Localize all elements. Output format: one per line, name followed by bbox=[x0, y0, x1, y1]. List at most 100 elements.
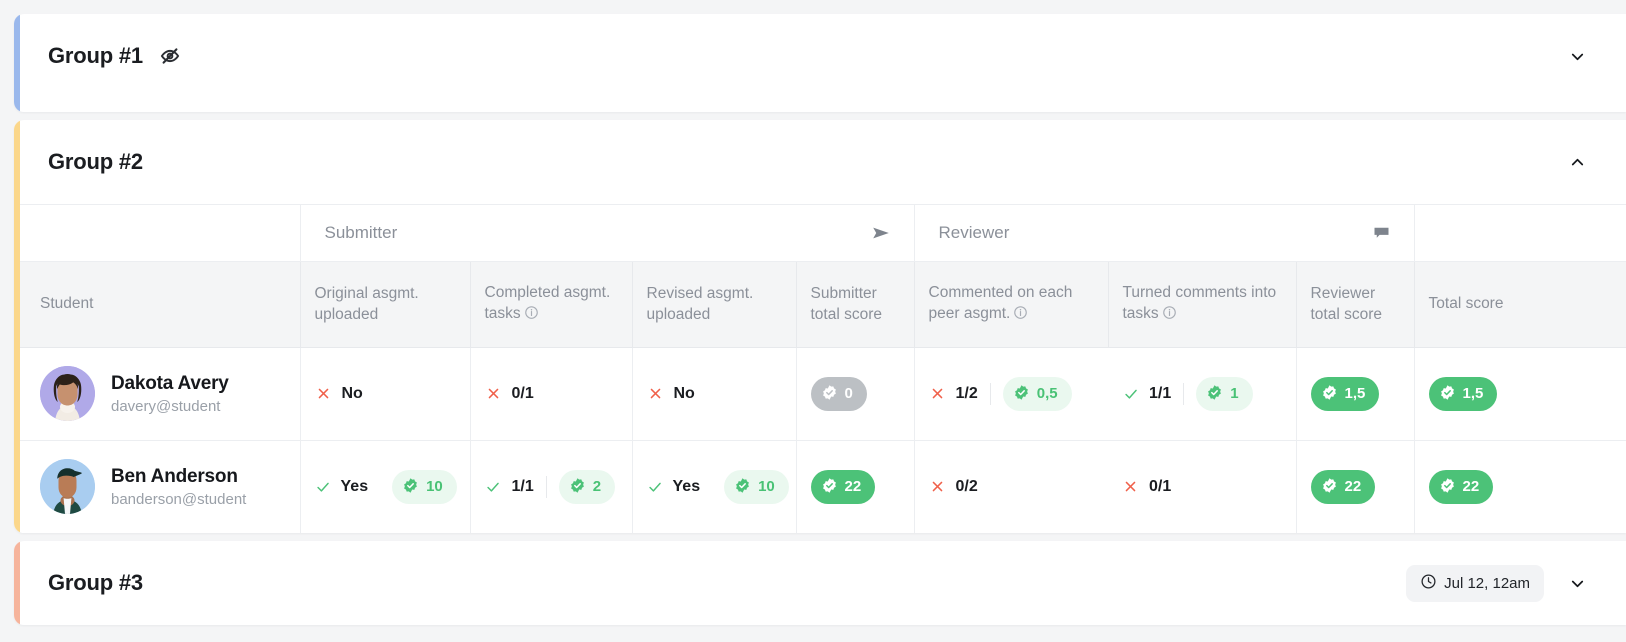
cell-student: Dakota Avery davery@student bbox=[14, 347, 300, 440]
student-email: davery@student bbox=[111, 397, 221, 415]
column-header-label: Total score bbox=[1428, 295, 1504, 313]
section-label: Reviewer bbox=[938, 222, 1010, 242]
cell-total-score: 22 bbox=[1413, 439, 1626, 533]
student-name: Ben Anderson bbox=[111, 465, 238, 487]
group-header-2[interactable]: Group #2 bbox=[14, 120, 1626, 204]
cell-reviewer-total: 22 bbox=[1295, 439, 1415, 533]
cell-total-score: 1,5 bbox=[1413, 347, 1626, 440]
column-header-label: Completed asgmt. tasks bbox=[484, 283, 611, 322]
group-toggle-chevron-1[interactable] bbox=[1564, 43, 1590, 69]
section-blank-right bbox=[1413, 205, 1626, 262]
score-badge: 1 bbox=[1196, 376, 1253, 411]
score-badge: 1,5 bbox=[1310, 376, 1380, 411]
cell-student: Ben Anderson banderson@student bbox=[14, 439, 300, 533]
cell-commented-peer: 1/2 0,5 bbox=[913, 347, 1108, 440]
section-label: Submitter bbox=[324, 222, 398, 242]
check-icon bbox=[647, 479, 663, 495]
score-value: 22 bbox=[1344, 478, 1362, 496]
group-accent-bar bbox=[14, 541, 20, 625]
section-reviewer: Reviewer bbox=[913, 205, 1415, 262]
group-toggle-chevron-2[interactable] bbox=[1564, 149, 1590, 175]
column-header-submitter-total: Submitter total score bbox=[795, 261, 914, 348]
cell-value: 1/1 bbox=[511, 477, 534, 495]
score-badge: 22 bbox=[1428, 469, 1494, 504]
check-icon bbox=[485, 479, 502, 495]
cell-value: 0/1 bbox=[511, 384, 534, 402]
cell-comments-into-tasks: 0/1 bbox=[1108, 439, 1296, 533]
table-header-row: Student Original asgmt. uploaded Complet… bbox=[14, 261, 1626, 348]
avatar bbox=[40, 459, 95, 515]
column-header-commented-peer: Commented on each peer asgmt. bbox=[913, 261, 1108, 348]
verified-icon bbox=[569, 477, 586, 497]
group-accent-bar bbox=[14, 14, 20, 112]
cell-revised-uploaded: Yes 10 bbox=[631, 439, 796, 533]
due-date-pill[interactable]: Jul 12, 12am bbox=[1406, 564, 1544, 602]
cell-reviewer-total: 1,5 bbox=[1295, 347, 1415, 440]
eye-off-icon bbox=[159, 45, 181, 67]
group-title: Group #1 bbox=[48, 43, 143, 68]
cross-icon bbox=[929, 386, 946, 401]
cell-submitter-total: 22 bbox=[795, 439, 914, 533]
verified-icon bbox=[402, 477, 419, 497]
score-value: 1,5 bbox=[1462, 385, 1484, 402]
score-value: 1 bbox=[1230, 385, 1239, 402]
score-value: 0,5 bbox=[1036, 385, 1058, 402]
info-icon[interactable] bbox=[1013, 305, 1028, 326]
cell-revised-uploaded: No bbox=[631, 347, 796, 440]
cell-value: 0/2 bbox=[955, 477, 978, 495]
column-header-original-uploaded: Original asgmt. uploaded bbox=[299, 261, 470, 348]
cell-submitter-total: 0 bbox=[795, 347, 914, 440]
cell-completed-tasks: 0/1 bbox=[469, 347, 632, 440]
column-header-student: Student bbox=[14, 261, 300, 348]
column-header-revised-uploaded: Revised asgmt. uploaded bbox=[631, 261, 796, 348]
group-header-3[interactable]: Group #3 Jul 12, 12am bbox=[14, 541, 1626, 625]
verified-icon bbox=[1439, 477, 1456, 497]
column-header-label: Revised asgmt. uploaded bbox=[646, 284, 754, 323]
cell-value: 0/1 bbox=[1149, 477, 1172, 495]
info-icon[interactable] bbox=[524, 305, 539, 326]
column-header-comments-into-tasks: Turned comments into tasks bbox=[1107, 261, 1296, 348]
section-submitter: Submitter bbox=[299, 205, 914, 262]
group-header-1[interactable]: Group #1 bbox=[14, 14, 1626, 98]
score-value: 22 bbox=[1462, 478, 1480, 496]
column-header-label: Reviewer total score bbox=[1310, 284, 1383, 323]
verified-icon bbox=[1013, 384, 1030, 404]
verified-icon bbox=[821, 477, 838, 497]
verified-icon bbox=[1439, 384, 1456, 404]
cross-icon bbox=[315, 386, 332, 401]
column-header-label: Turned comments into tasks bbox=[1122, 283, 1277, 322]
score-value: 10 bbox=[426, 478, 443, 496]
cell-value: No bbox=[341, 384, 363, 402]
verified-icon bbox=[1206, 384, 1223, 404]
table-row: Ben Anderson banderson@student Yes bbox=[14, 439, 1626, 533]
check-icon bbox=[1122, 386, 1139, 402]
column-header-label: Original asgmt. uploaded bbox=[314, 284, 419, 323]
table-section-row: Submitter Reviewer bbox=[14, 205, 1626, 262]
column-header-total: Total score bbox=[1413, 261, 1626, 348]
cell-completed-tasks: 1/1 2 bbox=[469, 439, 632, 533]
clock-icon bbox=[1420, 573, 1437, 594]
cell-original-uploaded: No bbox=[299, 347, 470, 440]
group-card-3: Group #3 Jul 12, 12am bbox=[14, 541, 1626, 625]
score-badge: 22 bbox=[1310, 469, 1376, 504]
verified-icon bbox=[734, 477, 751, 497]
cell-comments-into-tasks: 1/1 1 bbox=[1108, 347, 1296, 440]
divider bbox=[989, 382, 991, 405]
table-row: Dakota Avery davery@student No bbox=[14, 347, 1626, 440]
verified-icon bbox=[1321, 384, 1338, 404]
score-badge: 2 bbox=[558, 469, 616, 504]
cell-original-uploaded: Yes 10 bbox=[299, 439, 470, 533]
group-toggle-chevron-3[interactable] bbox=[1564, 570, 1590, 596]
verified-icon bbox=[1321, 477, 1338, 497]
score-badge: 22 bbox=[810, 469, 876, 504]
due-date-label: Jul 12, 12am bbox=[1444, 574, 1530, 592]
score-value: 10 bbox=[758, 478, 775, 496]
cell-commented-peer: 0/2 bbox=[913, 439, 1108, 533]
score-badge: 0,5 bbox=[1002, 376, 1072, 411]
group-title: Group #3 bbox=[48, 570, 143, 595]
results-table: Submitter Reviewer bbox=[14, 205, 1626, 533]
group-table: Submitter Reviewer bbox=[14, 204, 1626, 533]
info-icon[interactable] bbox=[1162, 305, 1177, 326]
score-badge: 10 bbox=[392, 469, 457, 504]
